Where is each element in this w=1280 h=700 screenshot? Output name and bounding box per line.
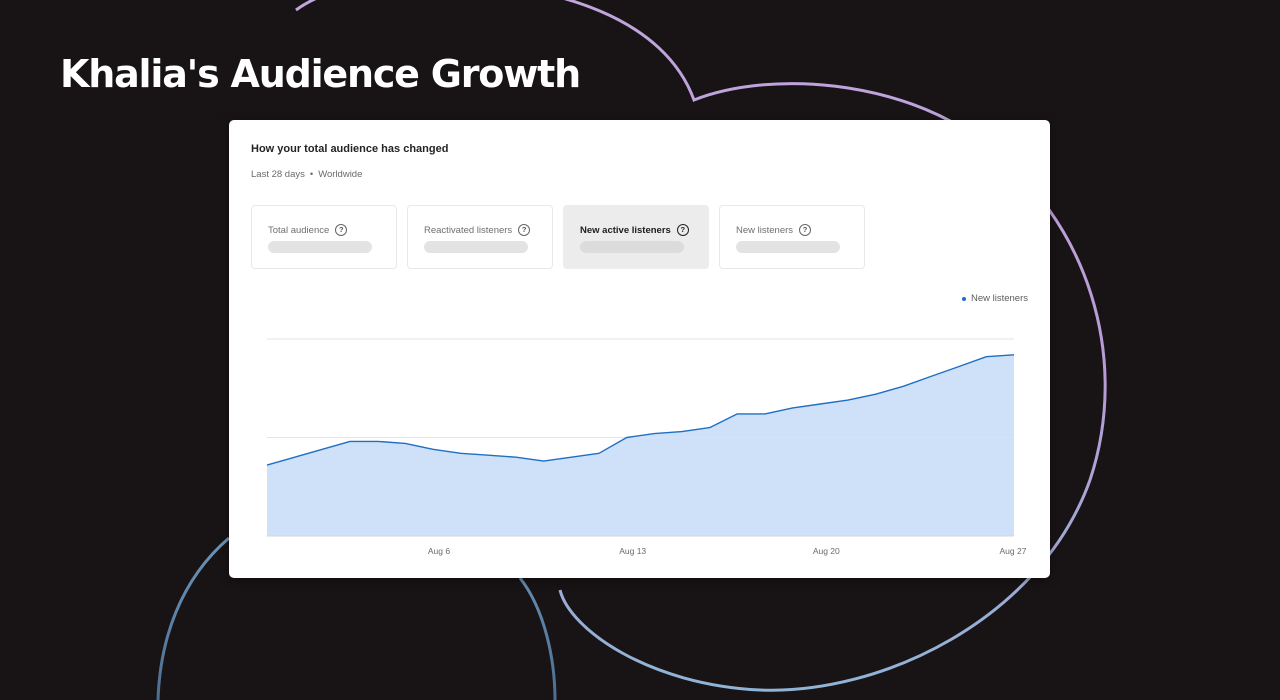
card-title: How your total audience has changed: [251, 143, 449, 155]
metric-label: Total audience: [268, 224, 330, 236]
series-area-fill: [267, 354, 1014, 536]
legend-dot-icon: [961, 296, 966, 301]
metric-value-placeholder: [268, 241, 372, 253]
period-label: Last 28 days: [251, 169, 305, 180]
help-icon[interactable]: ?: [676, 224, 689, 236]
area-chart: Aug 6 Aug 13 Aug 20 Aug 27: [266, 338, 1027, 556]
card-subtitle: Last 28 days • Worldwide: [251, 169, 362, 180]
audience-card: How your total audience has changed Last…: [229, 120, 1050, 578]
help-icon[interactable]: ?: [518, 224, 531, 236]
metric-label: New listeners: [736, 224, 794, 236]
region-label: Worldwide: [318, 169, 363, 180]
metric-label: New active listeners: [580, 224, 671, 236]
metric-tab-total-audience[interactable]: Total audience ?: [251, 205, 397, 269]
x-tick-label: Aug 20: [813, 546, 840, 556]
page-title: Khalia's Audience Growth: [60, 52, 581, 96]
x-tick-label: Aug 27: [1000, 546, 1027, 556]
metric-value-placeholder: [424, 241, 528, 253]
legend-label: New listeners: [970, 293, 1028, 304]
help-icon[interactable]: ?: [335, 224, 348, 236]
metric-label: Reactivated listeners: [424, 224, 513, 236]
separator-dot: •: [309, 169, 314, 180]
x-tick-label: Aug 13: [619, 546, 646, 556]
metric-value-placeholder: [580, 241, 684, 253]
metric-tab-reactivated-listeners[interactable]: Reactivated listeners ?: [407, 205, 553, 269]
decor-arc-blue: [156, 536, 557, 700]
chart-legend: New listeners: [961, 293, 1028, 304]
metric-tab-new-active-listeners[interactable]: New active listeners ?: [563, 205, 709, 269]
metric-tab-new-listeners[interactable]: New listeners ?: [719, 205, 865, 269]
series-line: [266, 354, 1015, 466]
help-icon[interactable]: ?: [799, 224, 812, 236]
metric-value-placeholder: [736, 241, 840, 253]
x-tick-label: Aug 6: [428, 546, 450, 556]
